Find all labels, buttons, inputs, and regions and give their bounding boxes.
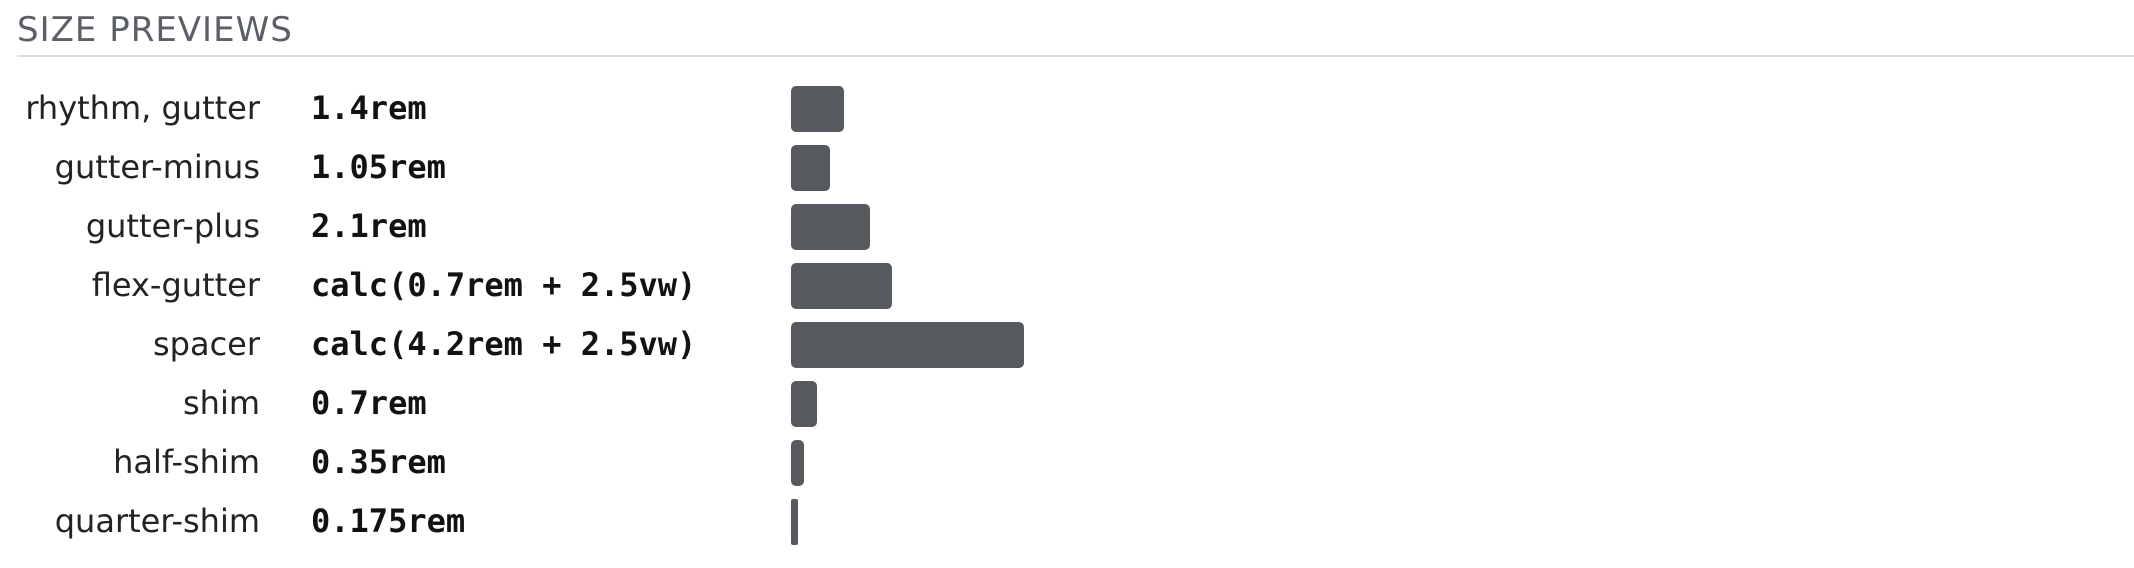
size-row: quarter-shim 0.175rem (0, 493, 2134, 549)
size-row: spacer calc(4.2rem + 2.5vw) (0, 316, 2134, 372)
size-name-label: quarter-shim (54, 502, 260, 540)
size-row: gutter-plus 2.1rem (0, 198, 2134, 254)
size-name-label: rhythm, gutter (25, 89, 260, 127)
size-value-code: 0.35rem (311, 443, 446, 481)
size-value-code: 1.4rem (311, 89, 427, 127)
size-name-label: gutter-plus (85, 207, 260, 245)
size-row: shim 0.7rem (0, 375, 2134, 431)
size-name-label: shim (182, 384, 260, 422)
size-row: rhythm, gutter 1.4rem (0, 80, 2134, 136)
size-value-code: calc(4.2rem + 2.5vw) (311, 325, 697, 363)
size-preview-bar (791, 263, 892, 309)
size-previews-header: SIZE PREVIEWS (17, 6, 2134, 57)
size-name-label: spacer (152, 325, 260, 363)
size-name-label: half-shim (113, 443, 260, 481)
size-preview-bar (791, 86, 844, 132)
size-value-code: calc(0.7rem + 2.5vw) (311, 266, 697, 304)
size-row: flex-gutter calc(0.7rem + 2.5vw) (0, 257, 2134, 313)
size-preview-bar (791, 204, 870, 250)
size-preview-bar (791, 440, 804, 486)
size-name-label: flex-gutter (91, 266, 260, 304)
section-title: SIZE PREVIEWS (17, 10, 293, 50)
size-preview-bar (791, 145, 830, 191)
size-preview-bar (791, 499, 798, 545)
size-preview-bar (791, 322, 1024, 368)
size-row: gutter-minus 1.05rem (0, 139, 2134, 195)
size-name-label: gutter-minus (54, 148, 260, 186)
size-preview-bar (791, 381, 817, 427)
size-row: half-shim 0.35rem (0, 434, 2134, 490)
size-value-code: 0.175rem (311, 502, 466, 540)
size-value-code: 0.7rem (311, 384, 427, 422)
size-value-code: 1.05rem (311, 148, 446, 186)
size-value-code: 2.1rem (311, 207, 427, 245)
